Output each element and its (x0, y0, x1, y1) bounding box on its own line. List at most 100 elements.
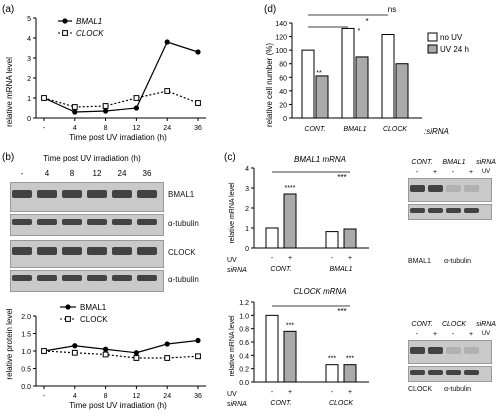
c-blot-tubulin-band (464, 370, 479, 375)
blot-label-tubulin-2: α-tubulin (168, 275, 199, 284)
b-point-0 (195, 337, 201, 344)
c-top-y-tick-label: 1 (245, 226, 249, 233)
d-bar-1 (395, 63, 409, 119)
d-y-tick-label: 0 (283, 116, 287, 123)
a-point-0 (164, 39, 170, 45)
b-point-1 (71, 349, 78, 356)
c-blot-tubulin-band (410, 208, 425, 213)
c-blot-sign: + (469, 169, 473, 176)
panel-a-chart: (a) relative mRNA level Time post UV irr… (2, 4, 206, 142)
panel-b-header: (b) Time post UV irradiation (h) - 4 8 12 24… (2, 152, 152, 178)
blot-lane-label: 8 (70, 169, 75, 178)
c-blot-sign: - (416, 331, 419, 338)
c-top-y-tick-label: 2 (245, 206, 249, 213)
b-y-tick-label: 1.0 (21, 349, 31, 356)
a-x-tick-label: 4 (73, 125, 77, 132)
c-uv-sign: + (348, 389, 352, 396)
blot-band (87, 219, 107, 225)
c-bottom-bar-3 (343, 364, 357, 383)
c-bar-sig: *** (286, 322, 294, 329)
c-blot-band (428, 185, 443, 192)
c-bottom-y-tick-label: 0.8 (239, 327, 249, 334)
d-legend-swatch-0 (427, 32, 438, 42)
c-top-bar-1 (283, 193, 297, 249)
a-x-tick-label: - (43, 125, 46, 132)
d-bar-1 (355, 56, 369, 119)
a-y-tick-label: 3 (27, 56, 31, 63)
c-blot-sign: + (433, 169, 437, 176)
c-uv-sign: - (331, 389, 334, 396)
c-group-label: CONT. (270, 266, 291, 273)
a-point-1 (71, 104, 78, 110)
c-blot-header: CONT. (411, 159, 432, 166)
blot-band (62, 190, 82, 198)
blot-band (87, 247, 107, 255)
blot-band (12, 275, 32, 281)
a-y-tick-label: 0 (27, 116, 31, 123)
panel-c-bottom-uv-label: UV (227, 391, 237, 398)
c-blot-band (464, 347, 479, 354)
blot-band (137, 190, 157, 198)
panel-c-top-ylabel: relative mRNA level (229, 182, 236, 244)
blot-band (12, 219, 32, 225)
blot-band (137, 247, 157, 255)
d-bar-0 (301, 49, 315, 119)
a-point-1 (133, 95, 140, 101)
d-y-tick-label: 120 (275, 35, 287, 42)
c-bottom-bar-0 (265, 314, 279, 383)
panel-d-ylabel: relative cell number (%) (265, 43, 274, 127)
panel-c-bottom-ylabel: relative mRNA level (229, 315, 236, 377)
b-point-0 (103, 346, 109, 352)
blot-band (112, 275, 132, 281)
c-top-y-tick-label: 0 (245, 246, 249, 253)
c-blot-tubulin-band (446, 208, 461, 213)
c-blot-band (410, 185, 425, 192)
b-point-0 (164, 341, 170, 347)
a-point-0 (133, 105, 139, 111)
blot-band (12, 190, 32, 198)
a-y-tick-label: 5 (27, 16, 31, 23)
panel-d-chart: (d) relative cell number (%) :siRNA no U… (264, 4, 469, 136)
panel-c-chart: (c) BMAL1 mRNA CLOCK mRNA relative mRNA … (224, 152, 369, 408)
a-series-line-0 (43, 41, 199, 113)
panel-a-letter: (a) (2, 4, 14, 15)
panel-c-letter: (c) (224, 152, 236, 163)
blot-lane-label: 4 (45, 169, 50, 178)
panel-a: (a) relative mRNA level Time post UV irr… (0, 0, 215, 145)
d-bar-0 (381, 34, 395, 119)
b-point-0 (72, 343, 78, 349)
c-uv-sign: - (331, 255, 334, 262)
panel-d-sirna-label: :siRNA (424, 127, 449, 136)
d-category-label: BMAL1 (344, 126, 367, 133)
b-point-1 (133, 355, 140, 361)
c-blot-header: CLOCK (442, 321, 466, 328)
c-blot-tubulin-band (446, 370, 461, 375)
b-point-0 (133, 350, 139, 356)
a-series-line-1 (43, 90, 199, 108)
b-x-tick-label: 4 (73, 393, 77, 400)
panel-d-legend-uv: UV 24 h (440, 45, 469, 54)
c-group-label: CLOCK (329, 400, 353, 407)
panel-d-letter: (d) (264, 4, 276, 15)
blot-band (87, 190, 107, 198)
c-bar-sig: *** (346, 356, 354, 363)
blot-c-label-tubulin-1: α-tubulin (444, 258, 472, 265)
panel-c-top-uv-label: UV (227, 257, 237, 264)
c-blot-header: BMAL1 (443, 159, 466, 166)
b-point-1 (102, 351, 109, 358)
c-blot-header: siRNA (476, 159, 496, 166)
blot-band (37, 275, 57, 281)
panel-d-sig-cont: ** (316, 70, 322, 77)
blot-c-label-bmal1: BMAL1 (408, 258, 431, 265)
blot-label-bmal1: BMAL1 (168, 190, 195, 199)
b-series-line-0 (43, 339, 199, 354)
c-uv-sign: + (288, 389, 292, 396)
panel-a-legend-bmal1: BMAL1 (76, 17, 102, 26)
c-bottom-y-tick-label: 0.4 (239, 353, 249, 360)
a-legend-marker-1 (62, 30, 68, 36)
c-top-y-tick-label: 4 (245, 166, 249, 173)
a-legend-marker-0 (62, 18, 68, 24)
c-blot-band (428, 347, 443, 354)
a-point-1 (195, 100, 201, 106)
